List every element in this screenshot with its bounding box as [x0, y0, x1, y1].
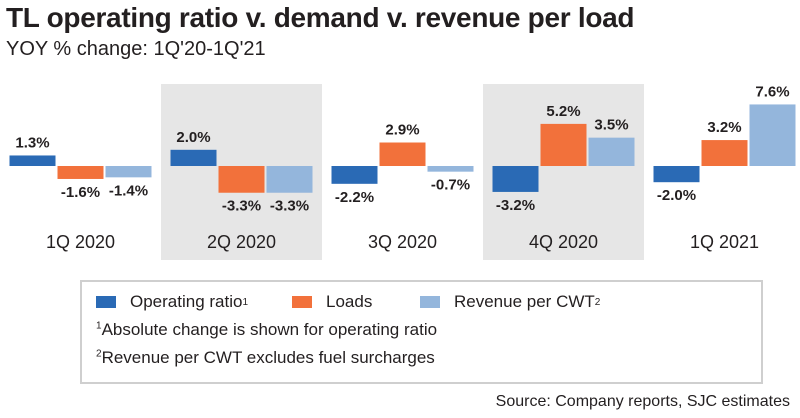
data-label: -1.4% — [109, 182, 148, 199]
footnote-2: 2Revenue per CWT excludes fuel surcharge… — [96, 348, 435, 368]
legend-label: Revenue per CWT — [454, 292, 595, 311]
footnote-marker: 2 — [594, 296, 601, 308]
category-label: 1Q 2020 — [46, 232, 115, 252]
legend-swatch-revenue — [420, 296, 440, 308]
data-label: -0.7% — [431, 177, 470, 194]
footnote-marker: 1 — [242, 296, 249, 308]
chart-subtitle: YOY % change: 1Q'20-1Q'21 — [6, 38, 266, 60]
legend-label: Loads — [326, 292, 373, 311]
bar-operating-ratio — [9, 155, 56, 166]
footnote-1: 1Absolute change is shown for operating … — [96, 320, 437, 340]
data-label: 2.9% — [385, 122, 419, 139]
data-label: -3.3% — [222, 198, 261, 215]
bar-revenue-per-cwt — [266, 166, 313, 193]
data-label: 5.2% — [546, 103, 580, 120]
footnote-text: Revenue per CWT excludes fuel surcharges — [101, 348, 435, 367]
category-label: 4Q 2020 — [529, 232, 598, 252]
legend-item-loads: Loads — [292, 292, 372, 312]
data-label: -1.6% — [61, 184, 100, 201]
data-label: 3.5% — [594, 117, 628, 134]
legend: Operating ratio 1 Loads Revenue per CWT 2 … — [80, 280, 763, 384]
bar-loads — [218, 166, 265, 193]
category-label: 3Q 2020 — [368, 232, 437, 252]
data-label: 3.2% — [707, 119, 741, 136]
bar-loads — [540, 123, 587, 166]
chart-title: TL operating ratio v. demand v. revenue … — [6, 2, 635, 33]
bar-revenue-per-cwt — [105, 166, 152, 178]
footnote-marker: 1 — [96, 320, 102, 332]
data-label: -2.2% — [335, 189, 374, 206]
data-label: 2.0% — [176, 129, 210, 146]
data-label: -3.3% — [270, 198, 309, 215]
legend-item-operating-ratio: Operating ratio 1 — [96, 292, 248, 312]
bar-operating-ratio — [492, 166, 539, 192]
bar-revenue-per-cwt — [588, 137, 635, 166]
bar-revenue-per-cwt — [427, 166, 474, 172]
category-label: 2Q 2020 — [207, 232, 276, 252]
data-label: 1.3% — [15, 134, 49, 151]
footnote-marker: 2 — [96, 348, 102, 360]
footnote-text: Absolute change is shown for operating r… — [101, 320, 438, 339]
data-label: 7.6% — [755, 83, 789, 100]
bar-operating-ratio — [170, 149, 217, 166]
bar-loads — [379, 142, 426, 166]
legend-label: Operating ratio — [130, 292, 243, 311]
legend-swatch-loads — [292, 296, 312, 308]
bar-loads — [57, 166, 104, 179]
data-label: -3.2% — [496, 197, 535, 214]
bar-chart: 1.3% -1.6% -1.4% 1Q 2020 2.0% -3.3% -3.3% 2Q 20… — [9, 83, 796, 260]
legend-swatch-operating-ratio — [96, 296, 116, 308]
bar-operating-ratio — [653, 166, 700, 183]
data-label: -2.0% — [657, 187, 696, 204]
source-note: Source: Company reports, SJC estimates — [495, 393, 790, 410]
legend-item-revenue: Revenue per CWT 2 — [420, 292, 600, 312]
bar-revenue-per-cwt — [749, 104, 796, 166]
bar-operating-ratio — [331, 166, 378, 184]
category-label: 1Q 2021 — [690, 232, 759, 252]
bar-loads — [701, 140, 748, 166]
